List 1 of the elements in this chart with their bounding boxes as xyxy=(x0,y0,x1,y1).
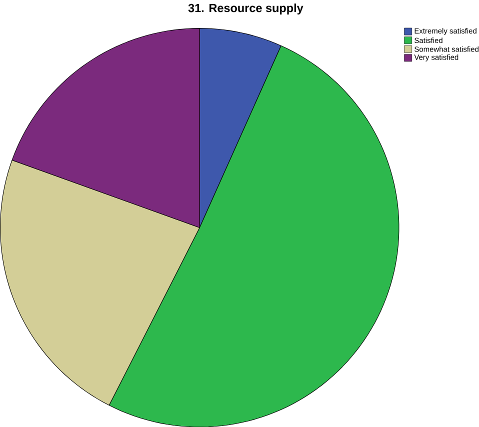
chart-title: 31. Resource supply xyxy=(188,3,304,14)
